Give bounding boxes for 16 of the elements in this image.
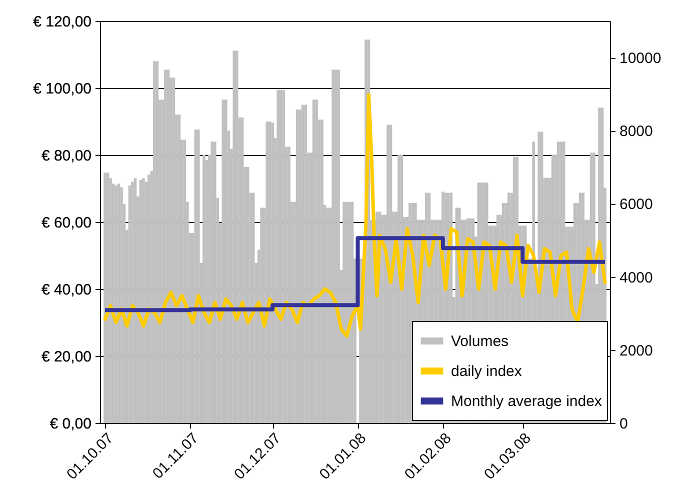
y-tick-label: € 100,00 [33,80,92,98]
y2-tick-label: 0 [620,416,628,432]
y2-tick-label: 10000 [620,50,662,68]
legend-label: Volumes [451,333,509,350]
y2-tick-label: 4000 [620,269,653,286]
y-tick-label: € 120,00 [33,14,92,30]
legend-label: Monthly average index [451,393,602,410]
y-tick-label: € 40,00 [41,282,92,298]
y-tick-label: € 60,00 [41,214,92,232]
y2-tick-label: 6000 [620,196,653,214]
legend-label: daily index [451,363,522,380]
y-tick-label: € 80,00 [41,148,92,164]
y-tick-label: € 20,00 [41,348,92,366]
y2-tick-label: 8000 [620,123,653,140]
y2-tick-label: 2000 [620,342,653,360]
y-tick-label: € 0,00 [50,416,92,432]
